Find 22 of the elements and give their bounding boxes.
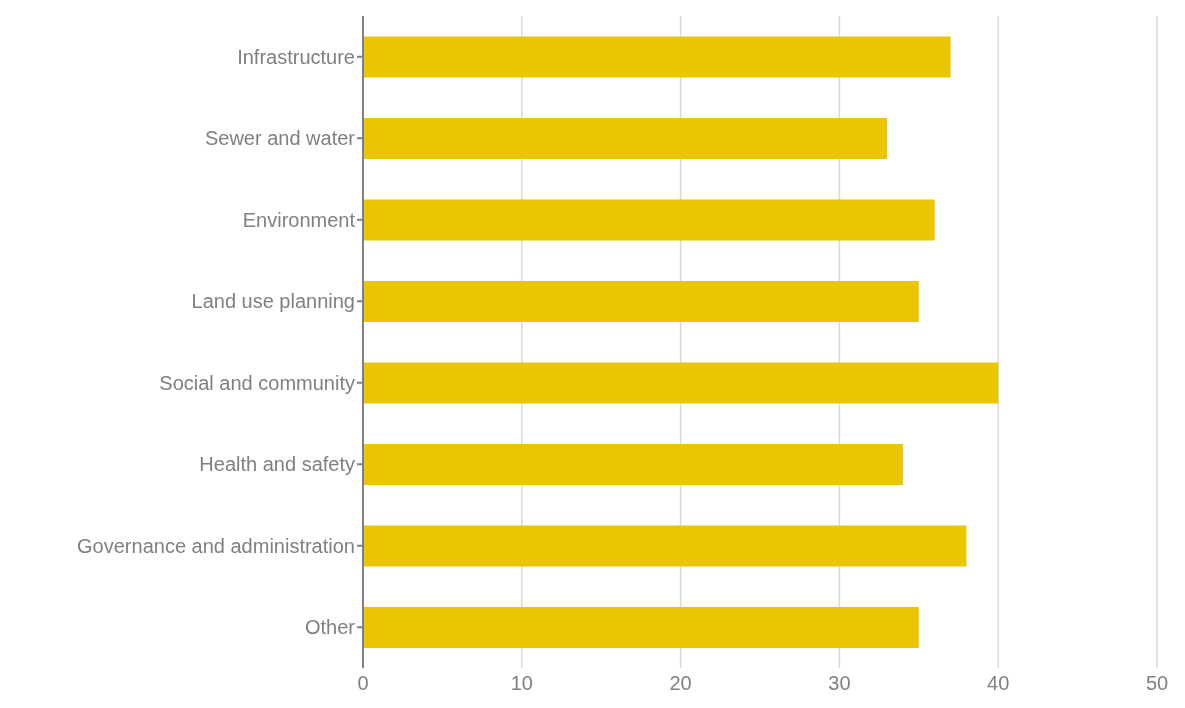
y-tick-label: Infrastructure	[237, 45, 355, 68]
bar	[363, 280, 919, 322]
x-tick-label: 0	[357, 672, 369, 695]
bar	[363, 525, 967, 567]
bar	[363, 362, 999, 404]
bar	[363, 443, 903, 485]
x-tick-label: 10	[510, 672, 533, 695]
bar	[363, 117, 888, 159]
x-tick-label: 40	[987, 672, 1010, 695]
x-tick-label: 30	[828, 672, 851, 695]
y-tick-label: Land use planning	[191, 290, 355, 313]
y-tick-label: Other	[304, 616, 356, 639]
y-tick-label: Governance and administration	[77, 534, 355, 557]
y-tick-label: Sewer and water	[204, 127, 356, 150]
bar	[363, 36, 951, 78]
bar	[363, 199, 935, 241]
y-tick-label: Health and safety	[199, 453, 355, 476]
y-tick-label: Environment	[242, 208, 356, 231]
x-tick-label: 50	[1145, 672, 1169, 695]
y-tick-label: Social and community	[159, 371, 355, 394]
bar	[363, 606, 919, 648]
x-tick-label: 20	[669, 672, 692, 695]
